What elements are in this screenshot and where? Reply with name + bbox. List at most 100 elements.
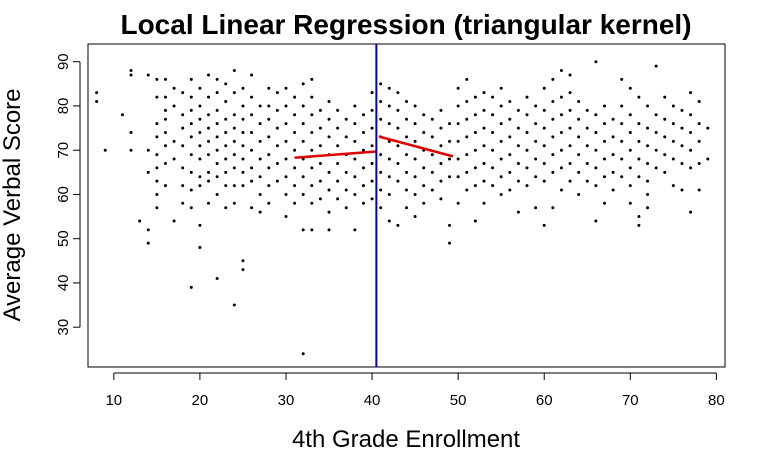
scatter-point [577, 117, 581, 121]
scatter-point [275, 161, 279, 165]
scatter-point [284, 139, 288, 143]
y-tick-label: 90 [55, 53, 72, 70]
scatter-point [439, 161, 443, 165]
scatter-point [654, 166, 658, 170]
x-tick-label: 80 [708, 392, 725, 409]
scatter-point [129, 69, 133, 73]
scatter-point [318, 144, 322, 148]
scatter-point [516, 210, 520, 214]
scatter-point [646, 179, 650, 183]
scatter-point [189, 135, 193, 139]
scatter-point [215, 175, 219, 179]
scatter-point [559, 95, 563, 99]
scatter-point [327, 135, 331, 139]
scatter-point [508, 188, 512, 192]
scatter-point [387, 175, 391, 179]
scatter-point [207, 179, 211, 183]
scatter-point [181, 166, 185, 170]
scatter-point [129, 130, 133, 134]
scatter-point [155, 206, 159, 210]
scatter-point [224, 117, 228, 121]
scatter-point [516, 108, 520, 112]
scatter-point [327, 228, 331, 232]
scatter-point [439, 144, 443, 148]
scatter-point [534, 139, 538, 143]
scatter-point [215, 277, 219, 281]
scatter-point [163, 130, 167, 134]
scatter-point [396, 108, 400, 112]
scatter-point [671, 122, 675, 126]
scatter-point [327, 117, 331, 121]
scatter-point [671, 139, 675, 143]
scatter-point [637, 157, 641, 161]
scatter-point [172, 219, 176, 223]
scatter-point [181, 184, 185, 188]
scatter-point [697, 188, 701, 192]
scatter-point [559, 113, 563, 117]
scatter-point [508, 117, 512, 121]
scatter-point [353, 122, 357, 126]
scatter-point [353, 175, 357, 179]
scatter-point [551, 170, 555, 174]
scatter-point [542, 223, 546, 227]
scatter-point [310, 201, 314, 205]
scatter-point [198, 130, 202, 134]
y-tick-label: 70 [55, 142, 72, 159]
scatter-point [310, 113, 314, 117]
scatter-point [396, 91, 400, 95]
x-tick-label: 40 [364, 392, 381, 409]
scatter-point [344, 117, 348, 121]
scatter-point [293, 201, 297, 205]
scatter-point [250, 166, 254, 170]
scatter-point [284, 157, 288, 161]
scatter-point [146, 73, 150, 77]
scatter-point [241, 86, 245, 90]
scatter-point [482, 108, 486, 112]
scatter-point [138, 219, 142, 223]
scatter-point [155, 122, 159, 126]
scatter-point [448, 241, 452, 245]
scatter-point [293, 130, 297, 134]
scatter-point [293, 148, 297, 152]
scatter-point [284, 122, 288, 126]
scatter-point [241, 184, 245, 188]
scatter-point [370, 108, 374, 112]
scatter-point [310, 184, 314, 188]
scatter-point [637, 122, 641, 126]
scatter-point [499, 192, 503, 196]
scatter-point [275, 126, 279, 130]
scatter-point [525, 95, 529, 99]
scatter-point [232, 139, 236, 143]
scatter-point [577, 192, 581, 196]
scatter-point [430, 170, 434, 174]
scatter-point [448, 175, 452, 179]
scatter-point [336, 179, 340, 183]
fit-line-left [294, 150, 377, 159]
scatter-point [336, 144, 340, 148]
scatter-point [370, 161, 374, 165]
scatter-point [258, 139, 262, 143]
scatter-point [224, 130, 228, 134]
scatter-point [301, 192, 305, 196]
scatter-point [534, 157, 538, 161]
scatter-point [293, 184, 297, 188]
scatter-point [422, 166, 426, 170]
scatter-point [422, 201, 426, 205]
scatter-point [250, 148, 254, 152]
scatter-point [654, 130, 658, 134]
x-tick-label: 20 [192, 392, 209, 409]
scatter-point [224, 170, 228, 174]
scatter-point [224, 206, 228, 210]
scatter-point [689, 130, 693, 134]
fit-lines [294, 135, 454, 159]
scatter-point [396, 223, 400, 227]
scatter-point [628, 113, 632, 117]
scatter-point [663, 117, 667, 121]
scatter-point [163, 161, 167, 165]
scatter-point [232, 166, 236, 170]
scatter-point [405, 117, 408, 121]
scatter-point [215, 108, 219, 112]
scatter-point [525, 148, 529, 152]
scatter-point [155, 153, 159, 157]
scatter-point [267, 104, 271, 108]
